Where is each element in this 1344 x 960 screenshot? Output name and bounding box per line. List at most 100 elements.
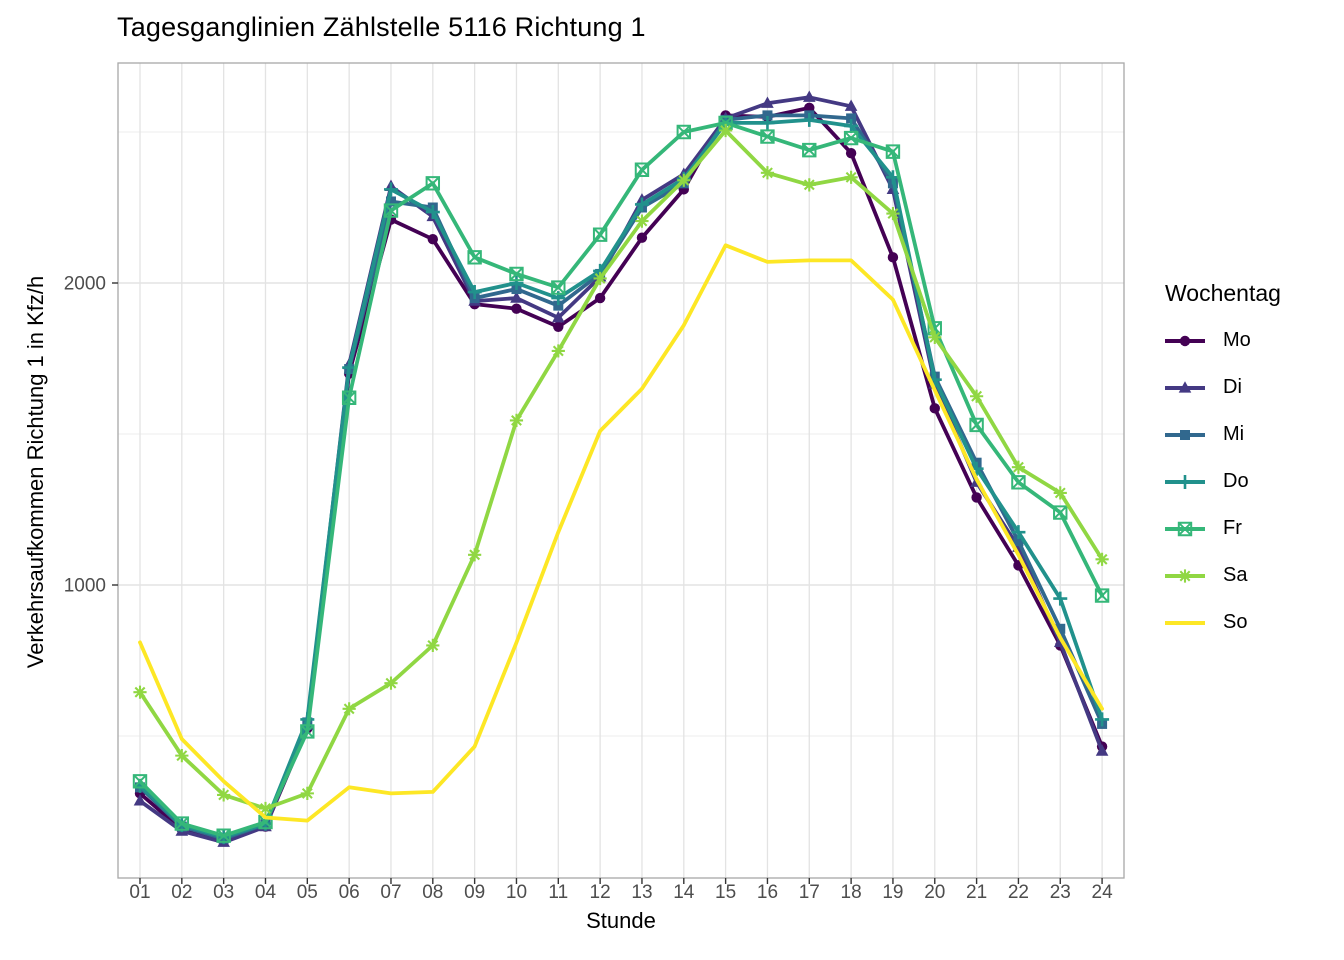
chart-title: Tagesganglinien Zählstelle 5116 Richtung… [117,12,646,42]
marker-square-x [1011,475,1026,490]
marker-asterisk [593,271,607,286]
x-tick-label: 03 [213,882,234,903]
marker-asterisk [760,166,775,180]
marker-circle [427,234,439,245]
x-tick-label: 11 [548,882,568,903]
x-tick-label: 04 [255,882,277,903]
marker-square-x [802,142,817,158]
panel-border [117,62,1125,879]
legend-key-circle-icon [1165,335,1205,346]
marker-plus [1095,712,1110,727]
marker-asterisk [175,749,189,763]
marker-plus [1178,474,1192,489]
marker-triangle [802,90,816,102]
marker-circle [594,292,606,304]
legend-item-mi: Mi [1163,411,1341,458]
marker-plus [802,112,817,127]
marker-triangle [552,310,565,323]
marker-asterisk [1053,486,1067,500]
marker-asterisk [677,173,691,187]
legend-key-asterisk-icon [1165,568,1205,583]
marker-square-x [1094,588,1110,603]
marker-square-x [300,724,315,739]
marker-plus [1053,591,1068,606]
marker-asterisk [384,676,398,690]
marker-plus [383,182,398,197]
marker-asterisk [719,123,733,138]
marker-asterisk [970,389,984,403]
marker-circle [929,403,940,414]
marker-square [385,196,396,207]
marker-plus [509,276,524,290]
marker-circle [845,147,857,159]
x-tick-label: 12 [590,882,611,903]
marker-plus [760,115,775,130]
marker-square-x [1177,521,1193,536]
marker-circle [636,232,648,243]
marker-square-x [843,130,859,146]
x-tick-label: 22 [1008,882,1029,903]
marker-square [1055,623,1066,634]
marker-plus [1011,525,1026,540]
marker-triangle [133,794,147,806]
y-tick-label: 2000 [64,274,106,295]
legend-label: Do [1223,470,1249,492]
marker-triangle [1095,744,1109,756]
marker-square [1013,536,1024,547]
marker-triangle [844,99,858,111]
marker-circle [1179,335,1191,346]
x-tick-label: 01 [129,882,150,903]
marker-plus [425,205,440,220]
marker-square-x [216,828,231,843]
marker-square-x [425,176,441,191]
legend-item-do: Do [1163,458,1341,505]
x-tick-label: 18 [841,882,862,903]
marker-asterisk [635,214,649,228]
marker-asterisk [217,788,231,802]
legend-label: So [1223,611,1248,633]
x-tick-label: 21 [966,882,987,903]
x-tick-label: 15 [715,882,736,903]
series-line-so [138,243,1104,823]
legend-item-di: Di [1163,364,1341,411]
x-tick-label: 23 [1050,882,1071,903]
marker-circle [553,321,564,332]
y-tick-label: 1000 [64,576,106,597]
x-tick-label: 07 [380,882,401,903]
marker-circle [971,492,982,503]
series-line-sa [138,128,1104,811]
marker-plus [342,360,357,375]
legend-label: Mi [1223,423,1245,445]
marker-circle [887,252,899,263]
marker-asterisk [1095,552,1109,566]
legend-item-so: So [1163,599,1341,646]
legend-key-triangle-icon [1165,380,1205,393]
x-tick-label: 10 [506,882,527,903]
marker-square-x [885,144,901,159]
legend-title: Wochentag [1165,280,1281,306]
marker-square-x [676,124,691,140]
marker-asterisk [342,702,356,716]
legend-label: Di [1223,376,1242,398]
marker-square [846,113,857,124]
marker-plus [844,118,859,133]
marker-plus [634,197,649,212]
marker-asterisk [928,330,942,344]
marker-asterisk [802,178,816,192]
marker-square-x [551,280,566,295]
marker-triangle [761,96,774,108]
marker-asterisk [1178,568,1192,583]
marker-asterisk [886,206,900,221]
marker-square-x [341,390,357,405]
legend-label: Sa [1223,564,1248,586]
legend-key-square-icon [1165,429,1205,440]
x-tick-label: 16 [757,882,778,903]
legend-key-none-icon [1165,620,1205,625]
x-tick-label: 24 [1092,882,1114,903]
marker-square-x [969,417,984,433]
marker-square-x [132,774,148,789]
x-tick-label: 06 [339,882,360,903]
marker-plus [467,285,482,300]
marker-circle [511,303,522,314]
